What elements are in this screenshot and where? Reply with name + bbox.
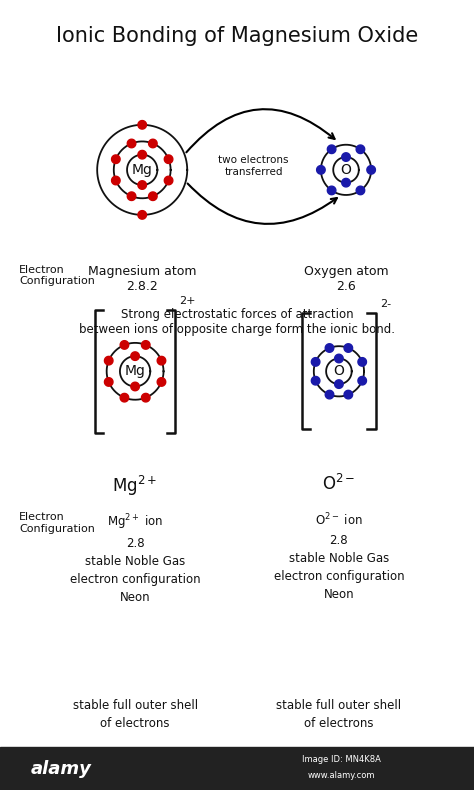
- Polygon shape: [311, 358, 320, 366]
- Polygon shape: [325, 390, 334, 399]
- Text: stable full outer shell
of electrons: stable full outer shell of electrons: [73, 699, 198, 730]
- Text: Electron
Configuration: Electron Configuration: [19, 265, 95, 286]
- Polygon shape: [157, 378, 166, 386]
- Text: www.alamy.com: www.alamy.com: [308, 771, 375, 781]
- Polygon shape: [356, 145, 365, 153]
- Text: Magnesium atom
2.8.2: Magnesium atom 2.8.2: [88, 265, 196, 292]
- Polygon shape: [311, 377, 320, 385]
- Bar: [0, 747, 474, 790]
- Text: alamy: alamy: [31, 760, 92, 777]
- Text: 2+: 2+: [179, 296, 196, 306]
- Polygon shape: [131, 382, 139, 391]
- Text: Mg$^{2+}$ ion
2.8
stable Noble Gas
electron configuration
Neon: Mg$^{2+}$ ion 2.8 stable Noble Gas elect…: [70, 512, 201, 604]
- Text: Mg: Mg: [132, 163, 153, 177]
- Polygon shape: [148, 139, 157, 148]
- Polygon shape: [138, 121, 146, 129]
- Polygon shape: [111, 155, 120, 164]
- Text: O$^{2-}$ ion
2.8
stable Noble Gas
electron configuration
Neon: O$^{2-}$ ion 2.8 stable Noble Gas electr…: [273, 512, 404, 600]
- Text: Mg$^{2+}$: Mg$^{2+}$: [112, 474, 158, 498]
- Polygon shape: [138, 211, 146, 219]
- Text: O: O: [341, 163, 351, 177]
- Polygon shape: [358, 377, 366, 385]
- Polygon shape: [328, 145, 336, 153]
- Text: Ionic Bonding of Magnesium Oxide: Ionic Bonding of Magnesium Oxide: [56, 25, 418, 46]
- Text: O$^{2-}$: O$^{2-}$: [322, 474, 356, 494]
- Polygon shape: [342, 179, 350, 187]
- Text: Strong electrostatic forces of attraction
between ions of opposite charge form t: Strong electrostatic forces of attractio…: [79, 308, 395, 336]
- Polygon shape: [367, 166, 375, 174]
- Polygon shape: [138, 150, 146, 159]
- Text: O: O: [334, 364, 344, 378]
- Polygon shape: [358, 358, 366, 366]
- Polygon shape: [317, 166, 325, 174]
- Polygon shape: [148, 192, 157, 201]
- Text: Electron
Configuration: Electron Configuration: [19, 512, 95, 533]
- Polygon shape: [141, 393, 150, 402]
- Polygon shape: [356, 186, 365, 194]
- Text: two electrons
transferred: two electrons transferred: [219, 155, 289, 177]
- Polygon shape: [164, 155, 173, 164]
- Text: 2-: 2-: [380, 299, 391, 310]
- Polygon shape: [128, 139, 136, 148]
- Polygon shape: [128, 192, 136, 201]
- Polygon shape: [120, 393, 129, 402]
- Text: Oxygen atom
2.6: Oxygen atom 2.6: [304, 265, 388, 292]
- Polygon shape: [104, 356, 113, 365]
- Polygon shape: [138, 181, 146, 190]
- Polygon shape: [120, 340, 129, 349]
- Polygon shape: [342, 152, 350, 161]
- Text: Mg: Mg: [125, 364, 146, 378]
- Polygon shape: [335, 380, 343, 389]
- Polygon shape: [104, 378, 113, 386]
- Polygon shape: [344, 390, 353, 399]
- Polygon shape: [141, 340, 150, 349]
- Polygon shape: [335, 354, 343, 363]
- Polygon shape: [111, 176, 120, 185]
- Text: Image ID: MN4K8A: Image ID: MN4K8A: [302, 755, 381, 765]
- Polygon shape: [131, 352, 139, 360]
- Polygon shape: [164, 176, 173, 185]
- Polygon shape: [328, 186, 336, 194]
- Polygon shape: [157, 356, 166, 365]
- Polygon shape: [344, 344, 353, 352]
- Polygon shape: [325, 344, 334, 352]
- Text: stable full outer shell
of electrons: stable full outer shell of electrons: [276, 699, 401, 730]
